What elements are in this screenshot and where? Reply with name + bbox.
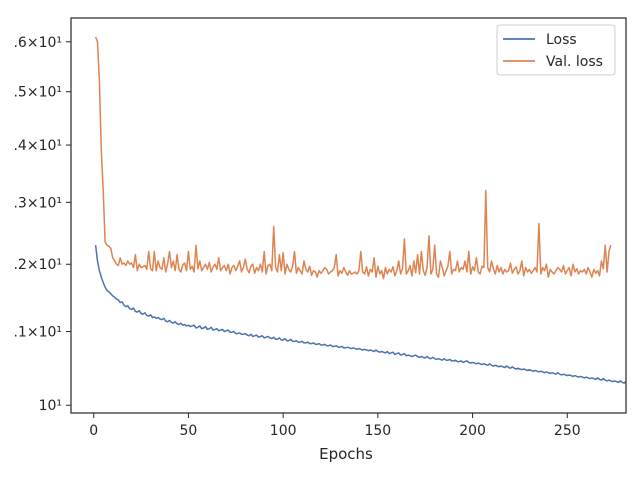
y-tick-label: .5×10¹: [13, 85, 62, 101]
y-tick-label: .1×10¹: [13, 325, 62, 341]
x-tick-label: 100: [270, 423, 297, 439]
y-tick-label: .3×10¹: [13, 195, 62, 211]
x-tick-label: 50: [180, 423, 198, 439]
x-axis-ticks: 0 50 100 150 200 250: [89, 413, 581, 439]
y-axis-ticks: 10¹ .1×10¹ .2×10¹ .3×10¹ .4×10¹ .5×10¹ .6×10¹: [13, 35, 71, 414]
series-line-val-loss: [94, 36, 612, 280]
plot-background: [71, 18, 626, 413]
x-tick-label: 250: [554, 423, 581, 439]
x-tick-label: 150: [364, 423, 391, 439]
y-tick-label: .4×10¹: [13, 138, 62, 154]
x-tick-label: 0: [89, 423, 98, 439]
y-tick-label: 10¹: [39, 398, 62, 414]
legend-entry: Val. loss: [546, 54, 603, 70]
series-line-loss: [94, 245, 627, 384]
series-layer: [94, 36, 627, 384]
legend-box: [496, 24, 616, 76]
y-tick-label: .6×10¹: [13, 35, 62, 51]
legend: Loss Val. loss: [496, 24, 616, 76]
x-axis-label: Epochs: [319, 445, 373, 463]
y-tick-label: .2×10¹: [13, 257, 62, 273]
x-tick-label: 200: [459, 423, 486, 439]
legend-entry: Loss: [546, 32, 577, 48]
plot-frame: [70, 17, 627, 414]
